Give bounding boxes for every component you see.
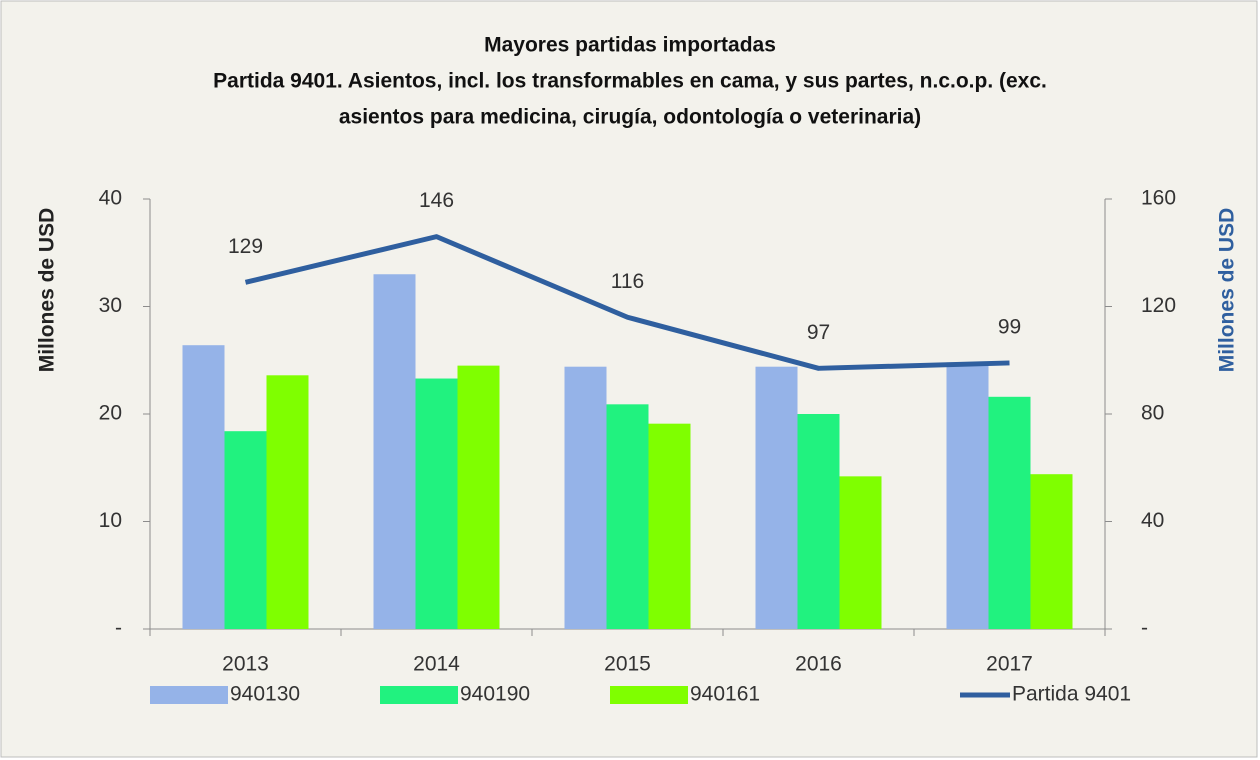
y2-tick-label: 80 <box>1141 402 1164 425</box>
data-label: 97 <box>807 321 830 344</box>
y-axis-label: Millones de USD <box>36 208 59 373</box>
bar <box>457 365 500 629</box>
data-label: 116 <box>611 270 644 293</box>
bar <box>415 378 458 629</box>
bar <box>182 345 225 629</box>
data-label: 146 <box>419 189 454 212</box>
bar <box>839 476 882 629</box>
bar <box>946 362 989 629</box>
y-tick-label: 40 <box>99 187 122 210</box>
legend-swatch <box>380 686 458 704</box>
bar <box>988 396 1031 629</box>
legend-swatch <box>610 686 688 704</box>
legend-label: 940190 <box>460 683 530 706</box>
y-tick-label: 10 <box>99 509 122 532</box>
y2-tick-label: - <box>1141 617 1148 640</box>
bar <box>564 366 607 629</box>
data-label: 129 <box>228 235 263 258</box>
y2-tick-label: 40 <box>1141 509 1164 532</box>
legend-label: 940161 <box>690 683 760 706</box>
x-tick-label: 2014 <box>413 653 460 676</box>
bar <box>797 414 840 629</box>
x-tick-label: 2013 <box>222 653 269 676</box>
bar <box>224 431 267 629</box>
chart-subtitle: asientos para medicina, cirugía, odontol… <box>339 106 921 129</box>
y2-tick-label: 120 <box>1141 294 1176 317</box>
y-tick-label: - <box>115 617 122 640</box>
x-tick-label: 2015 <box>604 653 651 676</box>
bar <box>606 404 649 629</box>
bar <box>648 423 691 629</box>
bar <box>755 366 798 629</box>
bar <box>373 274 416 629</box>
y-tick-label: 30 <box>99 294 122 317</box>
y2-tick-label: 160 <box>1141 187 1176 210</box>
x-tick-label: 2016 <box>795 653 842 676</box>
legend-swatch <box>150 686 228 704</box>
line <box>244 234 1010 371</box>
chart-title: Mayores partidas importadas <box>484 34 776 57</box>
y2-axis-label: Millones de USD <box>1216 208 1239 373</box>
bar <box>1030 474 1073 629</box>
x-tick-label: 2017 <box>986 653 1033 676</box>
data-label: 99 <box>998 315 1021 338</box>
y-tick-label: 20 <box>99 402 122 425</box>
chart-subtitle: Partida 9401. Asientos, incl. los transf… <box>213 70 1047 93</box>
legend-label: 940130 <box>230 683 300 706</box>
bar <box>266 375 309 629</box>
legend-label: Partida 9401 <box>1012 683 1131 706</box>
